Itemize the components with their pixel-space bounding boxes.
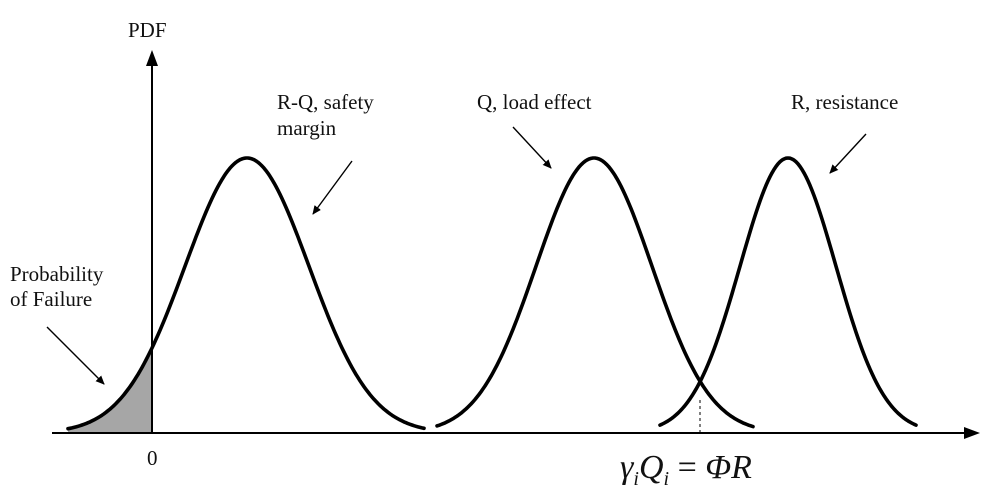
failure-label-line2: of Failure: [10, 287, 92, 311]
failure-label-line1: Probability: [10, 262, 104, 286]
load-arrow: [512, 126, 552, 169]
eq-r: R: [730, 449, 752, 486]
eq-q: Q: [639, 449, 664, 486]
load-effect-curve: [435, 156, 755, 429]
resistance-arrow: [829, 133, 867, 174]
eq-gamma-subscript: i: [633, 468, 639, 490]
limit-state-equation: γiQi = ΦR: [620, 449, 752, 490]
margin-label-line2: margin: [277, 116, 337, 140]
y-axis-label: PDF: [128, 18, 167, 42]
margin-label-line1: R-Q, safety: [277, 90, 374, 114]
eq-equals: =: [669, 449, 705, 486]
eq-phi: Φ: [705, 449, 731, 486]
load-label: Q, load effect: [477, 90, 592, 114]
margin-arrow: [312, 160, 353, 215]
x-axis-arrowhead: [964, 427, 980, 439]
resistance-label: R, resistance: [791, 90, 898, 114]
failure-arrow: [46, 326, 105, 385]
eq-q-subscript: i: [664, 468, 670, 490]
resistance-curve: [658, 156, 918, 427]
y-axis-arrowhead: [146, 50, 158, 66]
safety-margin-curve: [66, 156, 426, 431]
failure-region: [68, 348, 152, 433]
eq-gamma: γ: [620, 449, 635, 486]
origin-label: 0: [147, 446, 158, 470]
